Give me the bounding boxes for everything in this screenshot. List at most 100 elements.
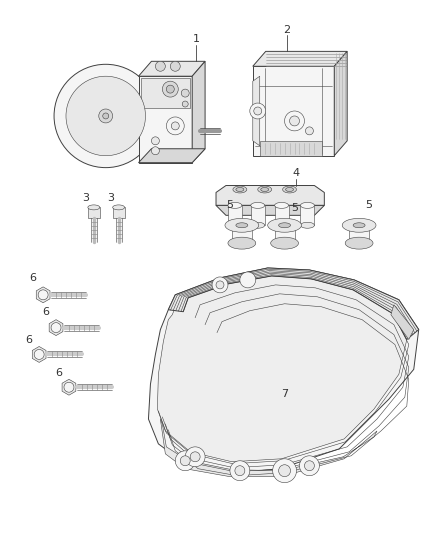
Circle shape <box>181 89 189 97</box>
Text: 1: 1 <box>193 35 200 44</box>
Text: 2: 2 <box>283 25 290 35</box>
Circle shape <box>155 61 165 71</box>
Ellipse shape <box>271 237 298 249</box>
Polygon shape <box>88 207 100 219</box>
Ellipse shape <box>233 186 247 193</box>
Circle shape <box>250 103 266 119</box>
Ellipse shape <box>275 222 289 228</box>
Ellipse shape <box>228 237 256 249</box>
Polygon shape <box>62 379 76 395</box>
Polygon shape <box>253 76 260 146</box>
Circle shape <box>99 109 113 123</box>
Circle shape <box>38 290 48 300</box>
Polygon shape <box>138 149 205 163</box>
Circle shape <box>51 322 61 333</box>
Text: 3: 3 <box>107 193 114 204</box>
Ellipse shape <box>228 203 242 208</box>
Ellipse shape <box>279 223 290 228</box>
Circle shape <box>34 350 44 359</box>
Circle shape <box>230 461 250 481</box>
Circle shape <box>216 281 224 289</box>
Circle shape <box>152 137 159 145</box>
Ellipse shape <box>225 219 259 232</box>
Polygon shape <box>260 141 322 156</box>
Circle shape <box>54 64 157 168</box>
Ellipse shape <box>113 205 124 210</box>
Polygon shape <box>160 419 377 477</box>
Text: 6: 6 <box>42 306 49 317</box>
Ellipse shape <box>268 219 301 232</box>
Circle shape <box>254 107 262 115</box>
Polygon shape <box>113 207 124 219</box>
Circle shape <box>103 113 109 119</box>
Polygon shape <box>253 51 347 66</box>
Polygon shape <box>300 205 314 225</box>
Polygon shape <box>216 205 324 215</box>
Ellipse shape <box>300 203 314 208</box>
Ellipse shape <box>345 237 373 249</box>
Polygon shape <box>391 305 414 340</box>
Ellipse shape <box>258 186 272 193</box>
Polygon shape <box>251 205 265 225</box>
Ellipse shape <box>228 222 242 228</box>
Text: 4: 4 <box>292 167 299 177</box>
Polygon shape <box>157 275 407 462</box>
Circle shape <box>152 147 159 155</box>
Circle shape <box>305 127 314 135</box>
Text: 6: 6 <box>30 273 37 283</box>
Ellipse shape <box>261 188 268 191</box>
Circle shape <box>285 111 304 131</box>
Circle shape <box>240 272 256 288</box>
Ellipse shape <box>342 219 376 232</box>
Ellipse shape <box>251 222 265 228</box>
Polygon shape <box>49 320 63 336</box>
Circle shape <box>162 81 178 97</box>
Circle shape <box>185 447 205 467</box>
Ellipse shape <box>286 188 293 191</box>
Text: 3: 3 <box>82 193 89 204</box>
Ellipse shape <box>236 223 248 228</box>
Text: 5: 5 <box>366 200 373 211</box>
Polygon shape <box>232 225 252 243</box>
Circle shape <box>171 122 179 130</box>
Text: 5: 5 <box>226 200 233 211</box>
Circle shape <box>279 465 290 477</box>
Polygon shape <box>192 61 205 163</box>
Circle shape <box>273 459 297 482</box>
Circle shape <box>212 277 228 293</box>
Text: 5: 5 <box>291 204 298 213</box>
Ellipse shape <box>283 186 297 193</box>
Polygon shape <box>275 225 294 243</box>
Circle shape <box>304 461 314 471</box>
Circle shape <box>66 76 145 156</box>
Text: 7: 7 <box>281 389 288 399</box>
Ellipse shape <box>275 203 289 208</box>
Polygon shape <box>334 51 347 156</box>
Ellipse shape <box>353 223 365 228</box>
Polygon shape <box>228 205 242 225</box>
Polygon shape <box>138 61 205 76</box>
Text: 6: 6 <box>56 368 63 378</box>
Ellipse shape <box>300 222 314 228</box>
Polygon shape <box>216 185 324 205</box>
Circle shape <box>180 456 190 466</box>
Polygon shape <box>253 66 334 156</box>
Polygon shape <box>141 78 190 108</box>
Circle shape <box>175 451 195 471</box>
Polygon shape <box>32 346 46 362</box>
Polygon shape <box>138 76 192 163</box>
Circle shape <box>290 116 300 126</box>
Ellipse shape <box>88 205 100 210</box>
Polygon shape <box>148 268 419 474</box>
Circle shape <box>300 456 319 475</box>
Polygon shape <box>275 205 289 225</box>
Polygon shape <box>168 268 419 340</box>
Ellipse shape <box>236 188 244 191</box>
Circle shape <box>64 382 74 392</box>
Text: 6: 6 <box>26 335 33 344</box>
Circle shape <box>190 452 200 462</box>
Circle shape <box>170 61 180 71</box>
Circle shape <box>166 85 174 93</box>
Ellipse shape <box>251 203 265 208</box>
Circle shape <box>182 101 188 107</box>
